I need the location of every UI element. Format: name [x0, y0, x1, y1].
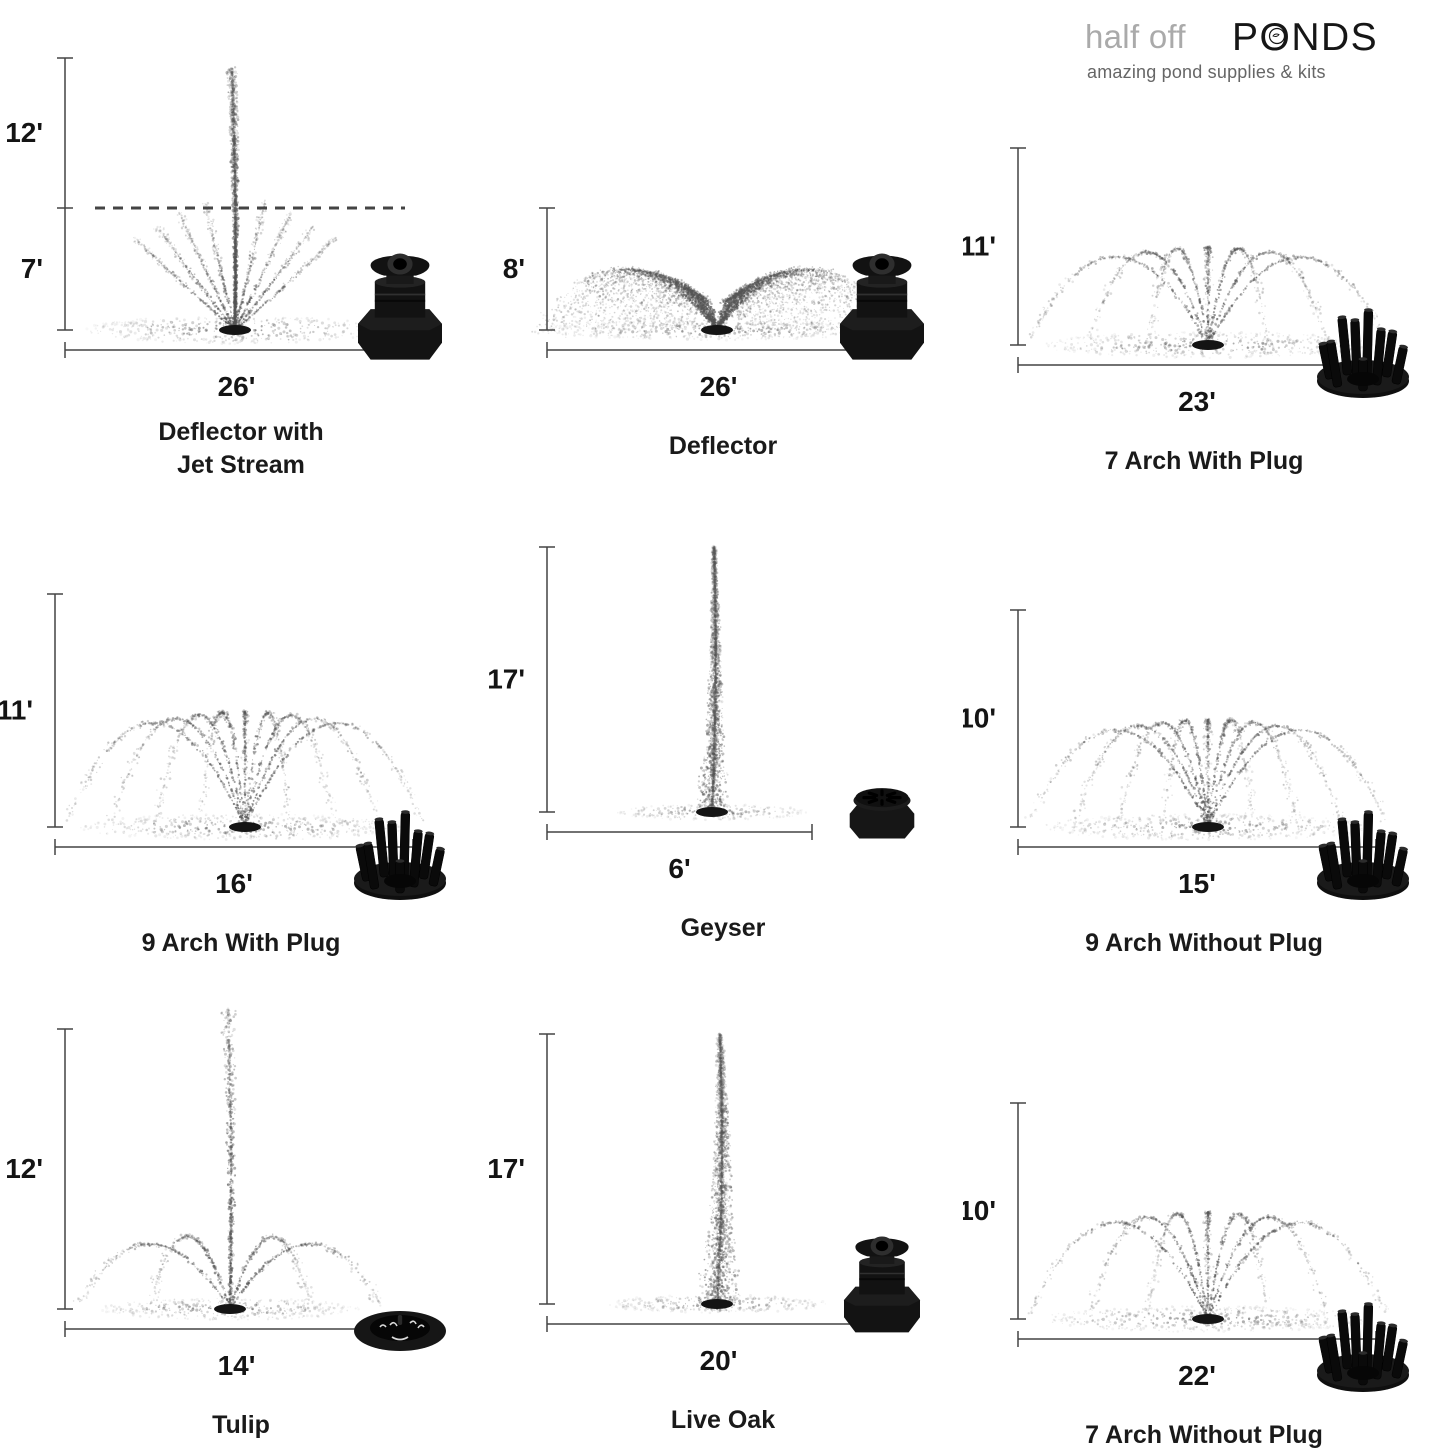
svg-text:12': 12' [5, 117, 43, 148]
svg-text:Deflector with: Deflector with [158, 418, 323, 446]
svg-text:Jet Stream: Jet Stream [177, 451, 305, 479]
svg-text:26': 26' [218, 371, 256, 402]
svg-text:7': 7' [21, 253, 43, 284]
